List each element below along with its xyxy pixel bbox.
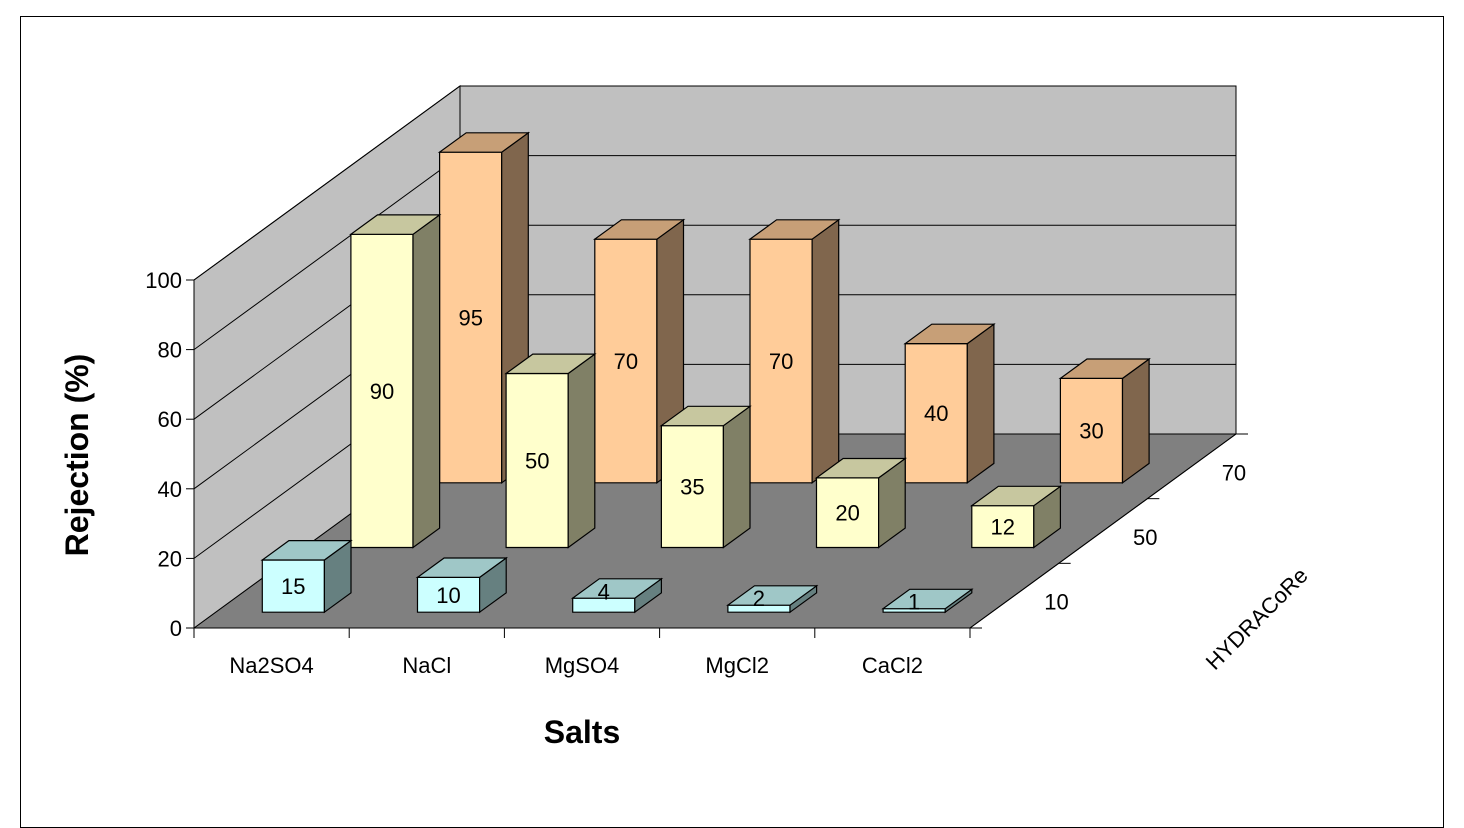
bar-top xyxy=(437,132,531,153)
y-tick-label: 20 xyxy=(158,546,182,571)
bar-top xyxy=(592,219,686,240)
y-tick-label: 60 xyxy=(158,407,182,432)
bar-side xyxy=(722,405,751,549)
bar: 90 xyxy=(349,213,442,549)
bars: 95 70 70 40 30 90 50 35 20 12 15 10 4 2 1 xyxy=(260,131,1151,615)
bar-top xyxy=(260,539,353,561)
data-label: 2 xyxy=(753,586,765,611)
z-axis-line xyxy=(969,433,1237,629)
bar: 1 xyxy=(881,588,974,615)
bar-top xyxy=(814,457,908,479)
bar: 10 xyxy=(415,556,509,614)
z-tick-label: 10 xyxy=(1044,590,1068,615)
bar: 35 xyxy=(659,405,752,549)
bar-top xyxy=(748,219,841,240)
z-axis-title: HYDRACoRe xyxy=(1201,563,1313,675)
bar: 15 xyxy=(260,539,353,614)
bar-top xyxy=(726,585,819,606)
bar: 40 xyxy=(903,323,996,484)
z-tick-label: 70 xyxy=(1222,460,1246,485)
data-label: 1 xyxy=(908,590,920,615)
gridline xyxy=(193,85,1236,281)
x-tick-label: CaCl2 xyxy=(862,653,923,678)
data-label: 70 xyxy=(769,349,793,374)
bar-top xyxy=(1058,358,1151,379)
bar: 12 xyxy=(969,485,1063,549)
bar-side xyxy=(811,218,840,484)
bar-top xyxy=(969,485,1063,507)
data-label: 40 xyxy=(924,401,948,426)
x-axis-title: Salts xyxy=(544,714,620,750)
bar: 70 xyxy=(748,218,841,484)
bar: 30 xyxy=(1058,357,1151,484)
bar-side xyxy=(567,352,596,549)
data-label: 70 xyxy=(614,349,638,374)
data-label: 10 xyxy=(436,583,460,608)
data-label: 50 xyxy=(525,449,549,474)
bar-top xyxy=(415,557,509,579)
x-tick-label: MgSO4 xyxy=(545,653,620,678)
bar: 50 xyxy=(504,352,597,549)
bar: 4 xyxy=(570,577,664,614)
bar-top xyxy=(881,588,974,610)
y-tick-label: 100 xyxy=(145,268,182,293)
bar-side xyxy=(966,323,995,484)
bar-top xyxy=(570,578,664,599)
x-tick-label: NaCl xyxy=(402,653,451,678)
bar-top xyxy=(349,214,442,235)
bar-top xyxy=(659,405,752,427)
data-label: 95 xyxy=(458,306,482,331)
bar: 2 xyxy=(726,584,819,614)
bar-side xyxy=(1121,357,1150,484)
data-label: 35 xyxy=(680,475,704,500)
data-label: 15 xyxy=(281,574,305,599)
x-tick-label: MgCl2 xyxy=(705,653,769,678)
labels: 0 20 40 60 80 100 Na2SO4 NaCl MgSO4 MgCl2 CaCl2 10 5… xyxy=(145,268,1246,678)
x-tick-label: Na2SO4 xyxy=(229,653,313,678)
data-label: 20 xyxy=(835,501,859,526)
bar-top xyxy=(504,353,597,375)
data-label: 90 xyxy=(370,379,394,404)
data-label: 30 xyxy=(1079,419,1103,444)
bar-top xyxy=(903,323,996,345)
bar-side xyxy=(412,213,441,549)
axes xyxy=(186,279,1248,638)
z-tick-label: 50 xyxy=(1133,525,1157,550)
bar: 70 xyxy=(592,218,686,484)
y-tick-label: 40 xyxy=(158,477,182,502)
y-tick-label: 80 xyxy=(158,338,182,363)
y-tick-label: 0 xyxy=(170,616,182,641)
data-label: 12 xyxy=(991,515,1015,540)
bar: 20 xyxy=(814,457,908,549)
y-axis-title: Rejection (%) xyxy=(59,354,95,557)
data-label: 4 xyxy=(598,579,610,604)
